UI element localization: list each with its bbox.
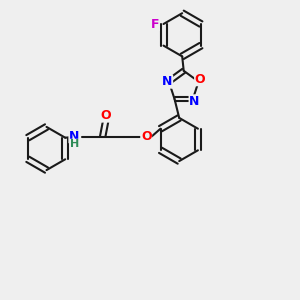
Text: N: N (162, 75, 172, 88)
Text: H: H (70, 139, 79, 149)
Text: F: F (151, 17, 159, 31)
Text: O: O (100, 109, 111, 122)
Text: O: O (195, 73, 206, 86)
Text: O: O (141, 130, 152, 143)
Text: N: N (69, 130, 80, 143)
Text: N: N (189, 95, 200, 108)
